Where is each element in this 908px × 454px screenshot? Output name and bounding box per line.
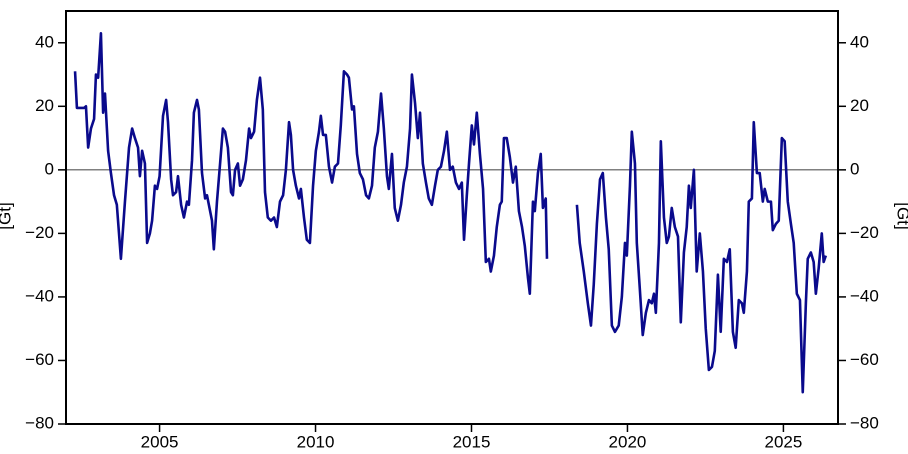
y2-axis-label: [Gt] — [894, 202, 908, 229]
x-tick-label: 2025 — [765, 432, 803, 451]
x-tick-label: 2015 — [453, 432, 491, 451]
x-tick-label: 2010 — [297, 432, 335, 451]
y2-tick-label: −20 — [850, 223, 879, 242]
y-tick-label: 40 — [35, 32, 54, 51]
plot-frame — [65, 10, 839, 425]
y2-tick-label: 0 — [850, 159, 859, 178]
y-tick-label: −40 — [25, 286, 54, 305]
data-line — [73, 31, 828, 394]
y2-tick-label: −80 — [850, 413, 879, 432]
y-tick-label: −20 — [25, 223, 54, 242]
x-tick-label: 2020 — [609, 432, 647, 451]
y-tick-label: −60 — [25, 350, 54, 369]
y2-tick-label: 40 — [850, 32, 869, 51]
x-tick-label: 2005 — [141, 432, 179, 451]
y2-tick-label: −40 — [850, 286, 879, 305]
y-tick-label: −80 — [25, 413, 54, 432]
y-tick-label: 0 — [45, 159, 54, 178]
y2-tick-label: −60 — [850, 350, 879, 369]
y-tick-label: 20 — [35, 96, 54, 115]
y2-tick-label: 20 — [850, 96, 869, 115]
y-axis-label: [Gt] — [0, 202, 14, 229]
